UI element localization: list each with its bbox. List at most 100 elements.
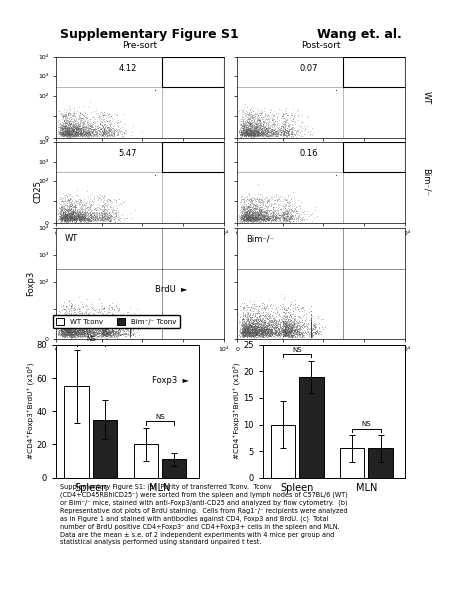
Point (74, 213, 81, 223)
Point (252, 125, 260, 135)
Point (84, 331, 91, 340)
Point (84, 327, 91, 337)
Point (243, 124, 250, 134)
Point (264, 128, 271, 138)
Point (58, 121, 65, 131)
Point (61, 307, 68, 317)
Point (257, 207, 264, 217)
Point (83, 125, 90, 134)
Point (90, 210, 98, 220)
Point (90, 321, 98, 331)
Point (92, 206, 99, 215)
Point (98, 326, 105, 335)
Point (78, 211, 85, 221)
Point (252, 207, 260, 217)
Point (83, 202, 90, 212)
Point (65, 101, 72, 111)
Point (249, 211, 256, 220)
Point (108, 320, 115, 329)
Point (251, 200, 258, 210)
Point (70, 312, 77, 322)
Point (103, 326, 110, 336)
Point (252, 216, 260, 226)
Point (85, 216, 92, 226)
Point (90, 322, 98, 331)
Point (68, 212, 76, 221)
Point (255, 329, 262, 338)
Point (283, 320, 290, 329)
Point (243, 129, 250, 139)
Point (243, 309, 250, 319)
Point (238, 206, 246, 216)
Point (284, 118, 291, 127)
Point (249, 303, 256, 313)
Point (98, 325, 105, 334)
Point (253, 322, 261, 332)
Point (100, 205, 107, 215)
Point (78, 325, 85, 334)
Point (69, 214, 76, 223)
Point (252, 325, 259, 334)
Point (247, 129, 254, 139)
Point (257, 325, 264, 335)
Point (307, 320, 315, 330)
Point (59, 326, 66, 336)
Point (77, 127, 85, 136)
Point (306, 329, 313, 339)
Point (260, 106, 267, 116)
Point (78, 125, 85, 134)
Point (72, 330, 80, 340)
Point (64, 130, 72, 140)
Point (64, 329, 71, 338)
Point (240, 206, 248, 216)
Point (265, 129, 272, 139)
Point (242, 118, 249, 128)
Point (64, 204, 71, 214)
Point (259, 332, 266, 342)
Point (242, 130, 249, 139)
Point (250, 325, 257, 334)
Point (257, 213, 264, 223)
Point (307, 326, 315, 336)
Point (235, 116, 243, 126)
Point (81, 214, 88, 224)
Point (73, 323, 81, 332)
Point (263, 208, 270, 217)
Point (96, 115, 103, 124)
Point (74, 211, 81, 221)
Point (245, 208, 252, 218)
Point (71, 328, 78, 338)
Point (73, 128, 80, 137)
Point (279, 207, 287, 217)
Point (279, 125, 287, 135)
Point (259, 319, 266, 329)
Point (254, 328, 261, 337)
Point (261, 330, 268, 340)
Point (259, 199, 266, 208)
Point (103, 131, 110, 141)
Point (76, 329, 83, 339)
Point (240, 324, 247, 334)
Point (284, 216, 291, 226)
Point (74, 323, 81, 333)
Point (102, 128, 109, 138)
Point (262, 210, 270, 220)
Point (66, 130, 73, 140)
Point (240, 129, 247, 139)
Point (249, 130, 256, 140)
Point (65, 131, 72, 140)
Point (251, 309, 258, 319)
Point (261, 128, 268, 137)
Point (270, 215, 278, 224)
Point (76, 109, 83, 118)
Point (67, 326, 74, 336)
Point (315, 328, 323, 338)
Point (59, 331, 67, 340)
Point (112, 327, 120, 337)
Point (283, 329, 290, 338)
Point (96, 124, 104, 134)
Point (261, 327, 268, 337)
Point (66, 125, 73, 135)
Point (281, 207, 288, 217)
Point (262, 206, 269, 215)
